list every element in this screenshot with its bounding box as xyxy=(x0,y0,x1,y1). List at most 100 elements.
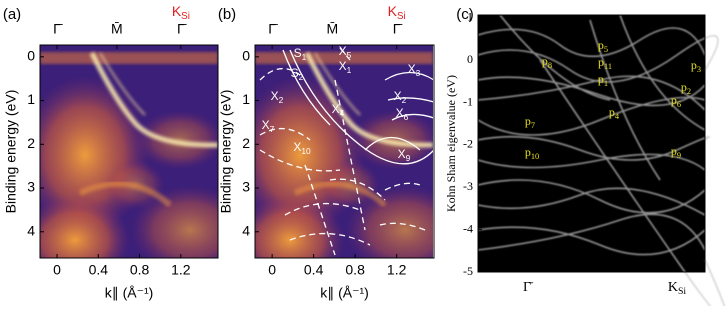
y-tick-label: 0 xyxy=(27,48,35,64)
arpes-image xyxy=(235,45,465,285)
x-point-label: KSi xyxy=(668,280,687,297)
top-extra-label: KSi xyxy=(172,3,190,22)
panel-label: (b) xyxy=(218,6,236,23)
top-extra-label-sub: Si xyxy=(397,11,406,22)
band-annotation-main: p xyxy=(671,144,677,158)
top-extra-label: KSi xyxy=(388,3,406,22)
band-annotation-main: X xyxy=(398,147,406,161)
band-annotation: p8 xyxy=(542,54,552,70)
plot-frame xyxy=(477,14,706,273)
top-point-label: Γ̄ xyxy=(268,21,278,37)
y-tick-label: 4 xyxy=(27,222,35,238)
top-point-label: M̄ xyxy=(111,21,123,37)
y-tick-label: -4 xyxy=(463,221,473,235)
band-annotation-main: X xyxy=(408,62,416,76)
band-annotation-main: p xyxy=(691,58,697,72)
band-annotation: p5 xyxy=(598,38,608,54)
band-annotation-main: X xyxy=(339,59,347,73)
top-point-label: Γ̄ xyxy=(393,21,403,37)
band-annotation-sub: 2 xyxy=(279,95,284,105)
y-tick-label: 0 xyxy=(242,48,250,64)
band-annotation: X2 xyxy=(271,89,284,105)
band-annotation-sub: 10 xyxy=(301,146,311,156)
band-annotation-sub: 2 xyxy=(687,87,691,96)
dft-bands xyxy=(477,14,727,311)
band-annotation-main: X xyxy=(332,102,340,116)
band-annotation-sub: 9 xyxy=(406,153,411,163)
top-point-label: Γ̄ xyxy=(177,21,187,37)
band-annotation-main: p xyxy=(525,145,531,159)
band-annotation: X5 xyxy=(339,44,352,60)
band-annotation: p10 xyxy=(525,145,539,161)
y-tick-label: 3 xyxy=(242,179,250,195)
top-extra-label-sub: Si xyxy=(181,11,190,22)
x-point-label-main: K xyxy=(668,280,678,295)
band-annotation-main: X xyxy=(271,89,279,103)
band-annotation: X2 xyxy=(394,89,407,105)
band-annotation-sub: 4 xyxy=(615,112,620,121)
x-tick-label: 0 xyxy=(268,262,276,278)
band-annotation-main: p xyxy=(609,105,615,119)
plot-frame xyxy=(39,44,219,259)
arpes-image xyxy=(20,45,250,285)
band-annotation: p3 xyxy=(691,58,701,74)
band-annotation-sub: 4 xyxy=(340,108,345,118)
band-annotation-main: X xyxy=(262,118,270,132)
band-annotation-sub: 5 xyxy=(347,50,352,60)
band-annotation-main: X xyxy=(394,89,402,103)
y-tick-label: 2 xyxy=(242,135,250,151)
y-tick-label: 4 xyxy=(242,222,250,238)
band-annotation: X7 xyxy=(262,118,275,134)
top-point-label: Γ̄ xyxy=(53,21,63,37)
y-tick-label: 1 xyxy=(242,91,250,107)
y-tick-label: -5 xyxy=(463,264,473,278)
band-annotation: p7 xyxy=(525,114,535,130)
top-extra-label-main: K xyxy=(172,3,182,19)
panel-label: (c) xyxy=(456,6,474,23)
y-tick-label: -1 xyxy=(463,94,473,108)
top-extra-label-main: K xyxy=(388,3,398,19)
band-annotation-main: S xyxy=(291,66,299,80)
band-overlay xyxy=(259,47,435,256)
band-annotation-main: p xyxy=(598,55,604,69)
band-annotation: p11 xyxy=(598,55,612,71)
top-point-label: M̄ xyxy=(326,21,338,37)
band-annotation-sub: 1 xyxy=(604,79,608,88)
band-annotation-sub: 7 xyxy=(531,121,535,130)
band-annotation-sub: 3 xyxy=(697,65,701,74)
x-point-label: Γ̄ xyxy=(523,280,534,295)
x-point-label-sub: Si xyxy=(678,286,686,297)
band-annotation-sub: 3 xyxy=(416,68,421,78)
band-annotation-sub: 2 xyxy=(402,95,407,105)
x-axis-label: k∥ (Å⁻¹) xyxy=(320,285,369,301)
band-annotation-main: p xyxy=(525,114,531,128)
band-annotation-main: X xyxy=(396,106,404,120)
x-axis-label: k∥ (Å⁻¹) xyxy=(105,285,154,301)
x-point-label-main: Γ̄ xyxy=(523,280,534,295)
y-tick-label: 2 xyxy=(27,135,35,151)
band-annotation-sub: 10 xyxy=(531,152,539,161)
band-annotation: X3 xyxy=(408,62,421,78)
y-tick-label: 0 xyxy=(467,52,473,66)
panel-label: (a) xyxy=(3,6,21,23)
band-annotation: S2 xyxy=(291,66,304,82)
y-tick-label: 1 xyxy=(27,91,35,107)
x-tick-label: 0 xyxy=(53,262,61,278)
band-annotation-main: p xyxy=(542,54,548,68)
y-tick-label: -2 xyxy=(463,137,473,151)
band-annotation: X9 xyxy=(398,147,411,163)
band-annotation-sub: 9 xyxy=(677,151,681,160)
y-axis-label: Binding energy (eV) xyxy=(3,90,19,214)
band-annotation: p1 xyxy=(598,72,608,88)
band-annotation-sub: 6 xyxy=(677,100,681,109)
band-annotation-sub: 2 xyxy=(299,72,304,82)
band-annotation-sub: 1 xyxy=(302,52,307,62)
band-annotation: p6 xyxy=(671,93,681,109)
y-tick-label: -3 xyxy=(463,179,473,193)
y-axis-label: Kohn Sham eigenvalue (eV) xyxy=(444,75,458,212)
band-annotation-main: S xyxy=(294,46,302,60)
x-tick-label: 0.8 xyxy=(130,262,150,278)
band-annotation-main: p xyxy=(671,93,677,107)
band-annotation-sub: 5 xyxy=(604,45,608,54)
